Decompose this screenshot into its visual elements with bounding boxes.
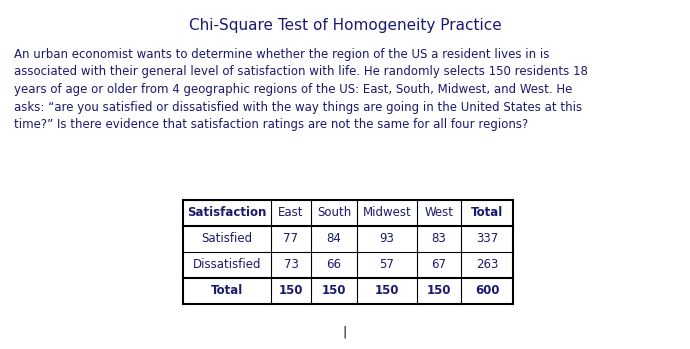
- Text: Satisfaction: Satisfaction: [187, 207, 267, 220]
- Text: An urban economist wants to determine whether the region of the US a resident li: An urban economist wants to determine wh…: [14, 48, 549, 61]
- Text: 66: 66: [326, 259, 342, 272]
- Text: Satisfied: Satisfied: [201, 232, 253, 245]
- Text: 57: 57: [380, 259, 395, 272]
- Text: 263: 263: [476, 259, 498, 272]
- Text: 150: 150: [426, 284, 451, 297]
- Text: time?” Is there evidence that satisfaction ratings are not the same for all four: time?” Is there evidence that satisfacti…: [14, 118, 529, 131]
- Text: 150: 150: [322, 284, 346, 297]
- Text: Chi-Square Test of Homogeneity Practice: Chi-Square Test of Homogeneity Practice: [188, 18, 502, 33]
- Text: |: |: [343, 326, 347, 339]
- Text: South: South: [317, 207, 351, 220]
- Text: years of age or older from 4 geographic regions of the US: East, South, Midwest,: years of age or older from 4 geographic …: [14, 83, 573, 96]
- Text: 337: 337: [476, 232, 498, 245]
- Text: 600: 600: [475, 284, 500, 297]
- Text: 93: 93: [380, 232, 395, 245]
- Text: East: East: [278, 207, 304, 220]
- Text: 67: 67: [431, 259, 446, 272]
- Text: associated with their general level of satisfaction with life. He randomly selec: associated with their general level of s…: [14, 66, 588, 79]
- Text: 84: 84: [326, 232, 342, 245]
- Text: 77: 77: [284, 232, 299, 245]
- Text: asks: “are you satisfied or dissatisfied with the way things are going in the Un: asks: “are you satisfied or dissatisfied…: [14, 101, 582, 113]
- Text: Total: Total: [211, 284, 243, 297]
- Text: Total: Total: [471, 207, 503, 220]
- Text: 150: 150: [375, 284, 400, 297]
- Text: Midwest: Midwest: [363, 207, 411, 220]
- Text: 73: 73: [284, 259, 299, 272]
- Text: Dissatisfied: Dissatisfied: [193, 259, 262, 272]
- Text: 150: 150: [279, 284, 303, 297]
- Text: West: West: [424, 207, 453, 220]
- Text: 83: 83: [432, 232, 446, 245]
